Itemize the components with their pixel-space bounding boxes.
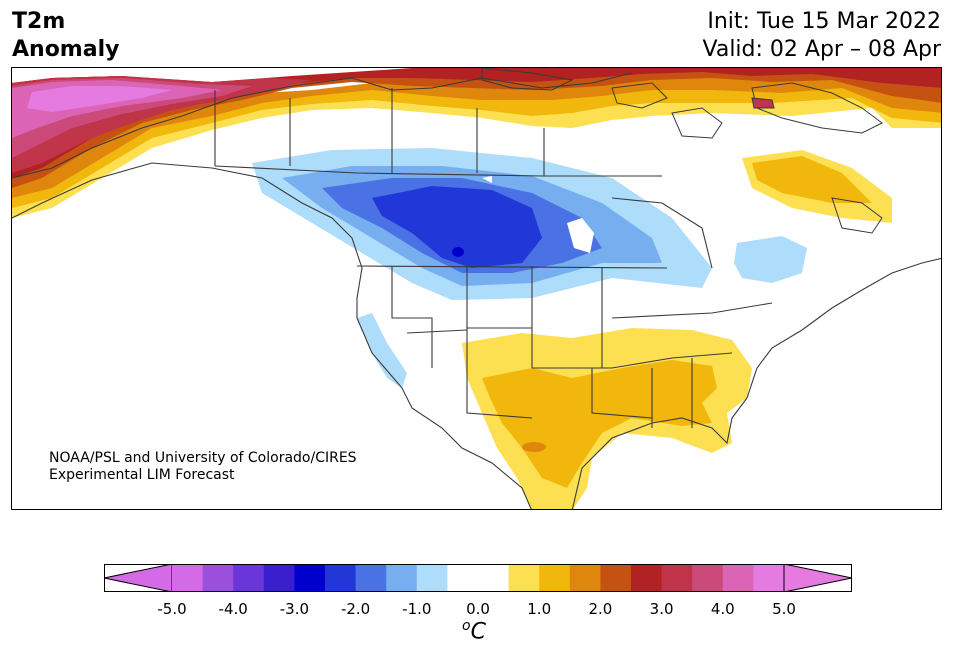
forecast-dates: Init: Tue 15 Mar 2022 Valid: 02 Apr – 08… bbox=[703, 8, 942, 64]
colorbar-tick-label: -4.0 bbox=[218, 600, 248, 618]
colorbar-tick-label: -1.0 bbox=[402, 600, 432, 618]
map-canvas bbox=[12, 68, 941, 509]
colorbar-tick-label: 2.0 bbox=[588, 600, 613, 618]
colorbar-tick-label: 5.0 bbox=[772, 600, 796, 618]
unit-degree: o bbox=[462, 618, 471, 634]
warm-anomaly-south bbox=[462, 328, 752, 509]
colorbar-swatch bbox=[661, 564, 693, 592]
colorbar-swatch bbox=[386, 564, 418, 592]
valid-range: Valid: 02 Apr – 08 Apr bbox=[702, 37, 942, 62]
colorbar-tick-label: -3.0 bbox=[279, 600, 310, 618]
colorbar bbox=[104, 564, 852, 592]
anomaly-map bbox=[11, 67, 942, 510]
cold-anomaly-central bbox=[252, 148, 807, 388]
colorbar-tick-label: -2.0 bbox=[340, 600, 371, 618]
unit-letter: C bbox=[470, 619, 486, 645]
colorbar-swatch bbox=[263, 564, 295, 592]
colorbar-under-extension bbox=[104, 564, 173, 592]
title-variable: T2m bbox=[12, 9, 66, 34]
title-variable-sub: Anomaly bbox=[12, 37, 120, 62]
map-title: T2m Anomaly bbox=[12, 8, 119, 64]
colorbar-swatch bbox=[539, 564, 571, 592]
colorbar-swatch bbox=[478, 564, 510, 592]
colorbar-tick-label: 1.0 bbox=[527, 600, 552, 618]
colorbar-swatch bbox=[569, 564, 601, 592]
colorbar-unit: oC bbox=[462, 618, 486, 644]
colorbar-swatch bbox=[202, 564, 234, 592]
colorbar-tick-label: 0.0 bbox=[466, 600, 490, 618]
init-date: Init: Tue 15 Mar 2022 bbox=[707, 9, 941, 34]
credit-text: NOAA/PSL and University of Colorado/CIRE… bbox=[49, 450, 357, 484]
colorbar-swatch bbox=[233, 564, 265, 592]
colorbar-tick-label: 3.0 bbox=[649, 600, 674, 618]
white-patches bbox=[367, 116, 594, 253]
colorbar-swatch bbox=[722, 564, 754, 592]
colorbar-over-extension bbox=[783, 564, 852, 592]
colorbar-swatch bbox=[692, 564, 724, 592]
colorbar-swatch bbox=[294, 564, 326, 592]
credit-line-2: Experimental LIM Forecast bbox=[49, 467, 235, 483]
colorbar-swatch bbox=[172, 564, 204, 592]
colorbar-outline bbox=[104, 564, 852, 592]
colorbar-tick-label: 4.0 bbox=[710, 600, 735, 618]
credit-line-1: NOAA/PSL and University of Colorado/CIRE… bbox=[49, 450, 357, 466]
colorbar-swatch bbox=[447, 564, 479, 592]
colorbar-swatch bbox=[355, 564, 387, 592]
colorbar-swatches bbox=[104, 564, 852, 592]
colorbar-swatch bbox=[753, 564, 785, 592]
boundaries bbox=[12, 72, 941, 509]
warm-anomaly-north bbox=[12, 68, 941, 223]
colorbar-tick-label: -5.0 bbox=[157, 600, 187, 618]
colorbar-swatch bbox=[600, 564, 632, 592]
islands bbox=[481, 68, 883, 234]
colorbar-swatch bbox=[508, 564, 540, 592]
colorbar-swatch bbox=[631, 564, 663, 592]
colorbar-swatch bbox=[416, 564, 448, 592]
colorbar-swatch bbox=[325, 564, 357, 592]
